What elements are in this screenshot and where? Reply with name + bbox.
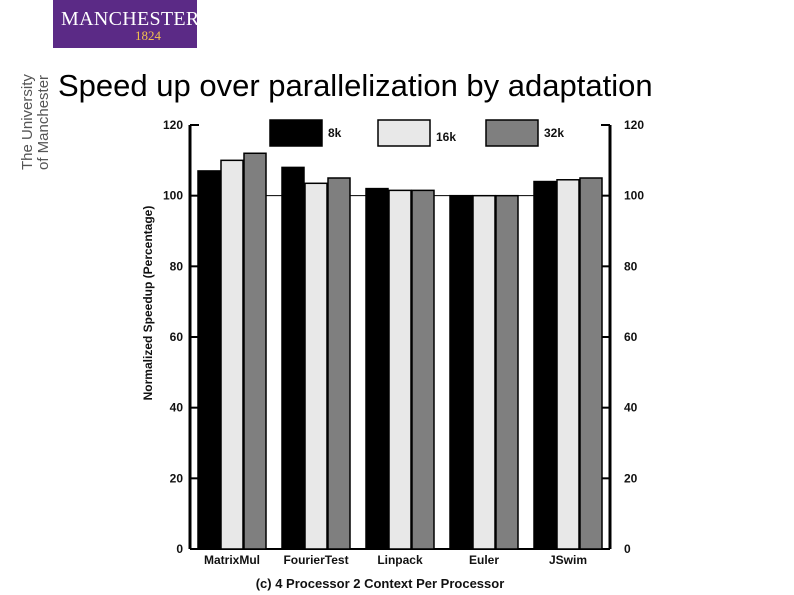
y-tick-label-left: 20 (170, 471, 184, 485)
y-tick-label-right: 100 (624, 189, 644, 203)
bar-32k-Euler (495, 194, 519, 550)
bar-16k-FourierTest (304, 182, 328, 550)
x-tick-label: Euler (469, 553, 499, 567)
legend-swatch-16k (377, 119, 431, 147)
bar-8k-FourierTest (281, 166, 305, 550)
sidebar-line-2: of Manchester (35, 75, 52, 170)
chart-caption: (c) 4 Processor 2 Context Per Processor (256, 576, 505, 591)
legend-label-32k: 32k (544, 126, 564, 140)
speedup-bar-chart: Normalized Speedup (Percentage) 0 0 20 20 40… (141, 118, 644, 591)
x-tick-label: FourierTest (283, 553, 348, 567)
legend-label-16k: 16k (436, 130, 456, 144)
bar-16k-JSwim (556, 179, 580, 550)
y-tick-label-left: 60 (170, 330, 184, 344)
y-tick-label-right: 80 (624, 259, 638, 273)
bar-32k-MatrixMul (243, 152, 267, 550)
y-tick-label-left: 40 (170, 401, 184, 415)
logo-name: MANCHESTER (61, 8, 200, 30)
bar-8k-MatrixMul (197, 170, 221, 550)
bar-8k-Linpack (365, 187, 389, 550)
bar-16k-Linpack (388, 189, 412, 550)
y-tick-label-right: 0 (624, 542, 631, 556)
legend-swatch-32k (485, 119, 539, 147)
x-tick-label: JSwim (549, 553, 587, 567)
x-tick-label: Linpack (377, 553, 423, 567)
y-tick-label-right: 120 (624, 118, 644, 132)
bar-16k-Euler (472, 194, 496, 550)
y-tick-label-left: 100 (163, 189, 183, 203)
logo-year: 1824 (135, 28, 161, 43)
y-tick-label-right: 40 (624, 401, 638, 415)
slide-title: Speed up over parallelization by adaptat… (58, 68, 653, 103)
bar-8k-Euler (449, 194, 473, 550)
bar-8k-JSwim (533, 180, 557, 550)
bar-32k-FourierTest (327, 177, 351, 550)
y-tick-label-left: 80 (170, 259, 184, 273)
y-axis-label: Normalized Speedup (Percentage) (141, 206, 155, 401)
university-logo: MANCHESTER 1824 (53, 0, 200, 48)
bar-32k-Linpack (411, 189, 435, 550)
bar-32k-JSwim (579, 177, 603, 550)
legend-label-8k: 8k (328, 126, 342, 140)
y-tick-label-right: 20 (624, 471, 638, 485)
y-tick-label-left: 120 (163, 118, 183, 132)
legend-swatch-8k (269, 119, 323, 147)
y-tick-label-left: 0 (176, 542, 183, 556)
bar-16k-MatrixMul (220, 159, 244, 550)
sidebar-line-1: The University (19, 74, 36, 170)
x-tick-label: MatrixMul (204, 553, 260, 567)
y-tick-label-right: 60 (624, 330, 638, 344)
university-side-label: The University of Manchester (19, 74, 52, 170)
